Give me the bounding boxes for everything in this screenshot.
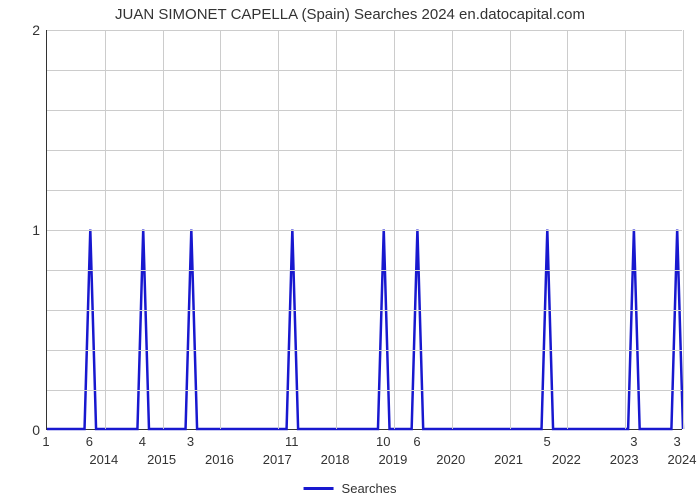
gridline-v — [452, 30, 453, 429]
gridline-h-minor — [47, 270, 682, 271]
gridline-v — [625, 30, 626, 429]
xtick-year: 2023 — [610, 452, 639, 467]
ytick-label: 0 — [10, 422, 40, 438]
gridline-h-minor — [47, 70, 682, 71]
gridline-v — [567, 30, 568, 429]
gridline-v — [336, 30, 337, 429]
gridline-v — [220, 30, 221, 429]
xtick-value: 6 — [413, 434, 420, 449]
xtick-year: 2018 — [321, 452, 350, 467]
chart-title: JUAN SIMONET CAPELLA (Spain) Searches 20… — [0, 6, 700, 23]
gridline-v — [683, 30, 684, 429]
xtick-value: 1 — [42, 434, 49, 449]
legend-label: Searches — [342, 481, 397, 496]
legend: Searches — [304, 481, 397, 496]
gridline-h — [47, 30, 682, 31]
xtick-year: 2019 — [378, 452, 407, 467]
gridline-h-minor — [47, 110, 682, 111]
xtick-value: 4 — [139, 434, 146, 449]
xtick-value: 3 — [630, 434, 637, 449]
gridline-h-minor — [47, 190, 682, 191]
xtick-value: 5 — [543, 434, 550, 449]
xtick-year: 2015 — [147, 452, 176, 467]
gridline-h-minor — [47, 390, 682, 391]
xtick-value: 3 — [187, 434, 194, 449]
gridline-v — [394, 30, 395, 429]
xtick-value: 11 — [285, 434, 299, 449]
gridline-h — [47, 230, 682, 231]
chart-container: JUAN SIMONET CAPELLA (Spain) Searches 20… — [0, 0, 700, 500]
xtick-year: 2022 — [552, 452, 581, 467]
gridline-v — [510, 30, 511, 429]
gridline-h-minor — [47, 150, 682, 151]
ytick-label: 2 — [10, 22, 40, 38]
xtick-value: 6 — [86, 434, 93, 449]
xtick-year: 2020 — [436, 452, 465, 467]
gridline-h-minor — [47, 310, 682, 311]
xtick-value: 10 — [376, 434, 390, 449]
gridline-v — [278, 30, 279, 429]
gridline-h-minor — [47, 350, 682, 351]
xtick-year: 2017 — [263, 452, 292, 467]
legend-swatch — [304, 487, 334, 490]
xtick-year: 2014 — [89, 452, 118, 467]
gridline-v — [105, 30, 106, 429]
xtick-year: 2021 — [494, 452, 523, 467]
xtick-value: 3 — [674, 434, 681, 449]
ytick-label: 1 — [10, 222, 40, 238]
plot-area — [46, 30, 682, 430]
xtick-year: 2016 — [205, 452, 234, 467]
xtick-year: 2024 — [668, 452, 697, 467]
gridline-v — [163, 30, 164, 429]
